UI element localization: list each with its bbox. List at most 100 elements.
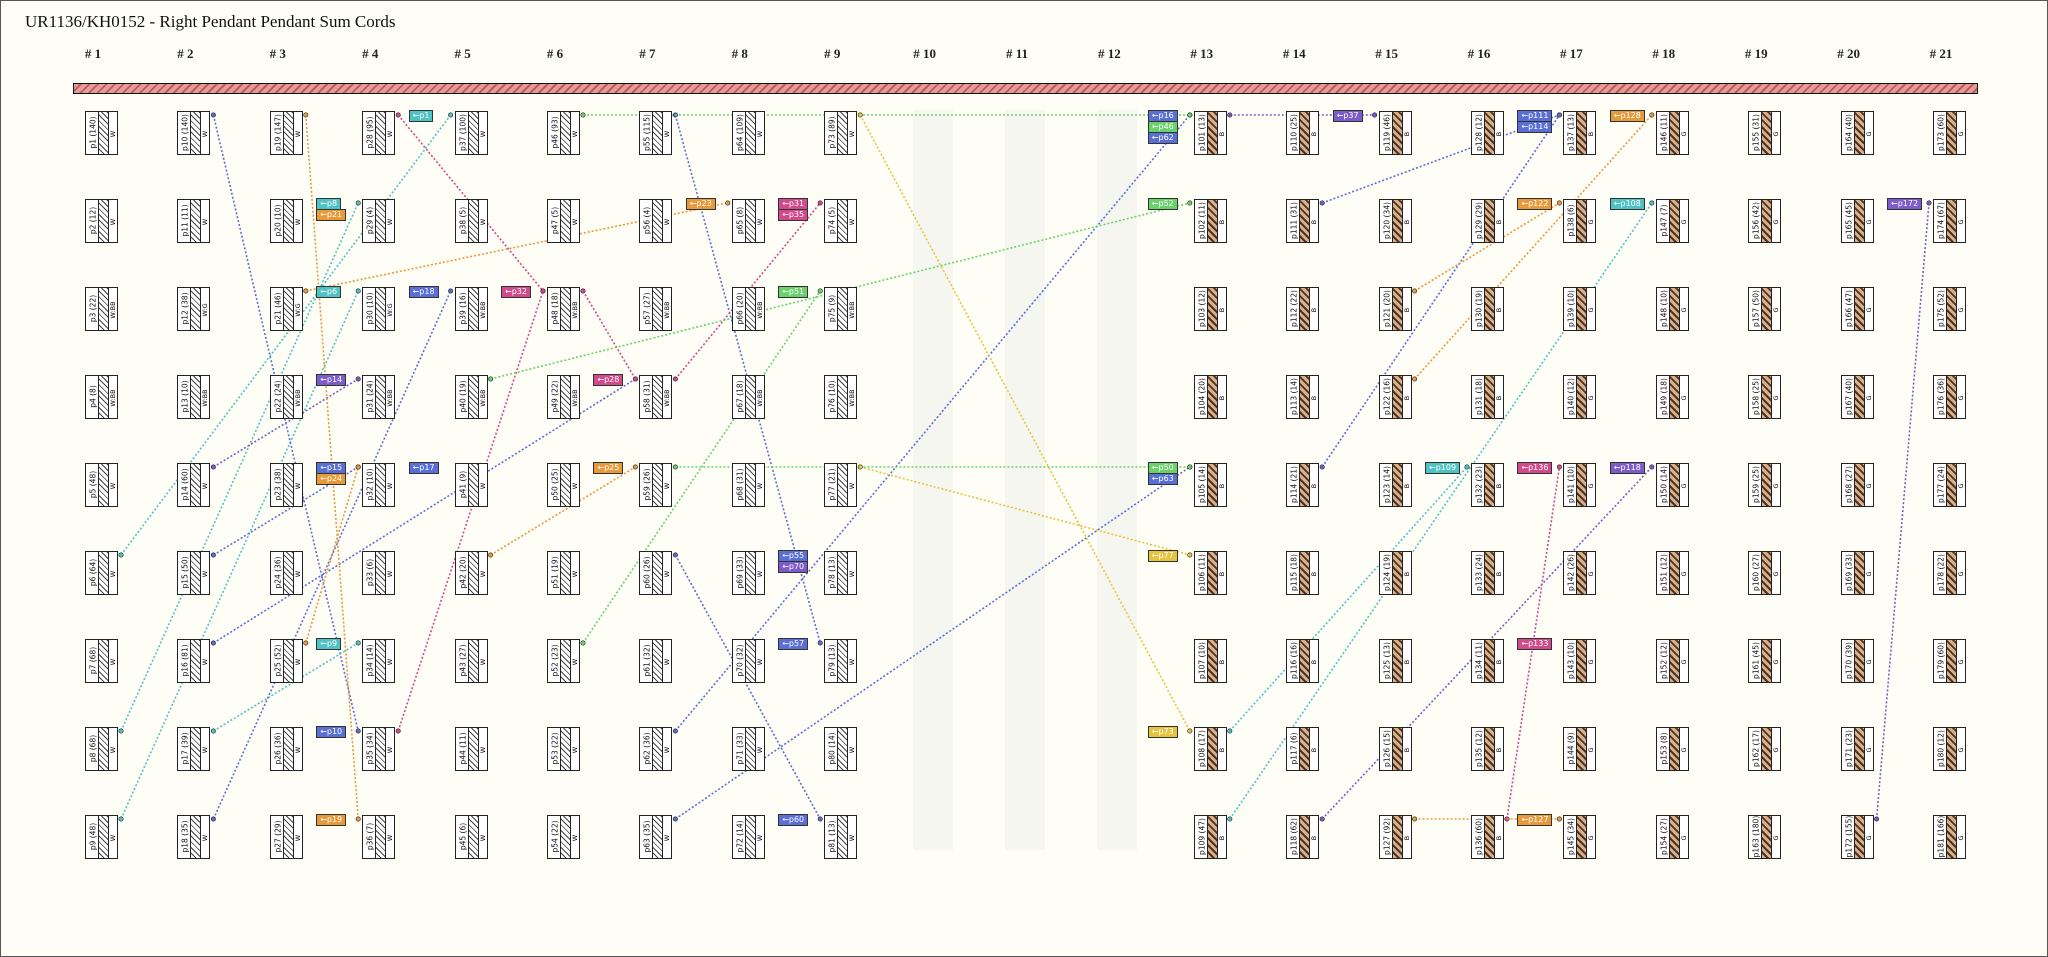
sum-tag[interactable]: ←p60 [778,814,809,826]
pendant-cord[interactable]: p22 (24) W:BB [269,375,310,419]
sum-tag[interactable]: ←p17 [408,462,439,474]
pendant-cord[interactable]: p175 (52) G [1933,287,1973,331]
pendant-cord[interactable]: p163 (180) G [1748,815,1788,859]
pendant-cord[interactable]: p160 (27) G [1748,551,1788,595]
pendant-cord[interactable]: p56 (4) W [639,199,679,243]
sum-tag[interactable]: ←p6 [316,286,342,298]
sum-tag[interactable]: ←p14 [316,374,347,386]
sum-tag[interactable]: ←p128 [1609,110,1645,122]
pendant-cord[interactable]: p71 (33) W [731,727,772,771]
pendant-cord[interactable]: p30 (10) W:G [362,287,402,331]
pendant-cord[interactable]: p141 (10) G [1563,463,1603,507]
sum-tag[interactable]: ←p73 [1147,726,1178,738]
sum-tag[interactable]: ←p136 [1517,462,1553,474]
pendant-cord[interactable]: p50 (25) W [547,463,587,507]
pendant-cord[interactable]: p156 (42) G [1748,199,1788,243]
pendant-cord[interactable]: p1 (140) W [85,111,125,155]
pendant-cord[interactable]: p5 (48) W [85,463,125,507]
pendant-cord[interactable]: p74 (5) W [824,199,864,243]
sum-tag[interactable]: ←p28 [593,374,624,386]
pendant-cord[interactable]: p177 (24) G [1933,463,1973,507]
sum-tag[interactable]: ←p122 [1517,198,1553,210]
pendant-cord[interactable]: p23 (38) W [269,463,310,507]
sum-tag[interactable]: ←p52 [1147,198,1178,210]
pendant-cord[interactable]: p133 (24) B [1471,551,1511,595]
pendant-cord[interactable]: p28 (95) W [362,111,402,155]
pendant-cord[interactable]: p12 (38) W:G [177,287,217,331]
pendant-cord[interactable]: p167 (40) G [1840,375,1881,419]
pendant-cord[interactable]: p75 (9) W:BB [824,287,864,331]
sum-tag[interactable]: ←p18 [408,286,439,298]
pendant-cord[interactable]: p33 (6) W [362,551,402,595]
pendant-cord[interactable]: p111 (31) B [1286,199,1326,243]
pendant-cord[interactable]: p31 (24) W:BB [362,375,402,419]
pendant-cord[interactable]: p101 (13) B [1193,111,1234,155]
sum-tag[interactable]: ←p25 [593,462,624,474]
sum-tag[interactable]: ←p63 [1147,473,1178,485]
pendant-cord[interactable]: p59 (26) W [639,463,679,507]
pendant-cord[interactable]: p78 (13) W [824,551,864,595]
pendant-cord[interactable]: p38 (5) W [454,199,495,243]
pendant-cord[interactable]: p19 (147) W [269,111,310,155]
pendant-cord[interactable]: p21 (46) W:G [269,287,310,331]
pendant-cord[interactable]: p169 (33) G [1840,551,1881,595]
sum-tag[interactable]: ←p9 [316,638,342,650]
pendant-cord[interactable]: p152 (12) G [1655,639,1696,683]
pendant-cord[interactable]: p174 (67) G [1933,199,1973,243]
pendant-cord[interactable]: p155 (31) G [1748,111,1788,155]
pendant-cord[interactable]: p150 (14) G [1655,463,1696,507]
pendant-cord[interactable]: p137 (13) B [1563,111,1603,155]
pendant-cord[interactable]: p110 (25) B [1286,111,1326,155]
sum-tag[interactable]: ←p77 [1147,550,1178,562]
pendant-cord[interactable]: p123 (14) B [1378,463,1419,507]
pendant-cord[interactable]: p154 (27) G [1655,815,1696,859]
pendant-cord[interactable]: p122 (16) B [1378,375,1419,419]
pendant-cord[interactable]: p15 (50) W [177,551,217,595]
pendant-cord[interactable]: p132 (23) B [1471,463,1511,507]
pendant-cord[interactable]: p158 (25) G [1748,375,1788,419]
pendant-cord[interactable]: p129 (29) B [1471,199,1511,243]
pendant-cord[interactable]: p52 (23) W [547,639,587,683]
pendant-cord[interactable]: p7 (68) W [85,639,125,683]
sum-tag[interactable]: ←p70 [778,561,809,573]
pendant-cord[interactable]: p124 (19) B [1378,551,1419,595]
pendant-cord[interactable]: p61 (32) W [639,639,679,683]
pendant-cord[interactable]: p107 (10) B [1193,639,1234,683]
pendant-cord[interactable]: p77 (21) W [824,463,864,507]
pendant-cord[interactable]: p159 (25) G [1748,463,1788,507]
pendant-cord[interactable]: p39 (16) W:BB [454,287,495,331]
pendant-cord[interactable]: p165 (45) G [1840,199,1881,243]
sum-tag[interactable]: ←p108 [1609,198,1645,210]
pendant-cord[interactable]: p32 (10) W [362,463,402,507]
sum-tag[interactable]: ←p37 [1332,110,1363,122]
sum-tag[interactable]: ←p118 [1609,462,1645,474]
pendant-cord[interactable]: p131 (18) B [1471,375,1511,419]
pendant-cord[interactable]: p69 (33) W [731,551,772,595]
pendant-cord[interactable]: p117 (6) B [1286,727,1326,771]
pendant-cord[interactable]: p109 (47) B [1193,815,1234,859]
pendant-cord[interactable]: p24 (36) W [269,551,310,595]
pendant-cord[interactable]: p173 (60) G [1933,111,1973,155]
pendant-cord[interactable]: p60 (26) W [639,551,679,595]
pendant-cord[interactable]: p130 (19) B [1471,287,1511,331]
pendant-cord[interactable]: p36 (7) W [362,815,402,859]
pendant-cord[interactable]: p135 (12) B [1471,727,1511,771]
pendant-cord[interactable]: p2 (12) W [85,199,125,243]
pendant-cord[interactable]: p34 (14) W [362,639,402,683]
sum-tag[interactable]: ←p172 [1887,198,1923,210]
pendant-cord[interactable]: p65 (8) W [731,199,772,243]
pendant-cord[interactable]: p164 (40) G [1840,111,1881,155]
pendant-cord[interactable]: p108 (17) B [1193,727,1234,771]
pendant-cord[interactable]: p45 (6) W [454,815,495,859]
pendant-cord[interactable]: p120 (34) B [1378,199,1419,243]
pendant-cord[interactable]: p42 (20) W [454,551,495,595]
pendant-cord[interactable]: p6 (64) W [85,551,125,595]
pendant-cord[interactable]: p14 (60) W [177,463,217,507]
pendant-cord[interactable]: p126 (15) B [1378,727,1419,771]
pendant-cord[interactable]: p27 (29) W [269,815,310,859]
pendant-cord[interactable]: p16 (81) W [177,639,217,683]
sum-tag[interactable]: ←p114 [1517,121,1553,133]
sum-tag[interactable]: ←p133 [1517,638,1553,650]
pendant-cord[interactable]: p63 (35) W [639,815,679,859]
pendant-cord[interactable]: p134 (11) B [1471,639,1511,683]
